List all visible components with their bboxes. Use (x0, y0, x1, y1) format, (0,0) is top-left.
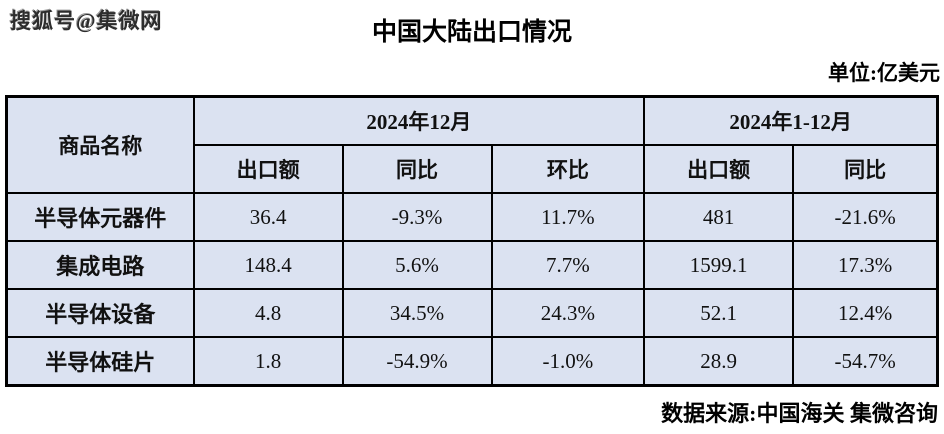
header-group-row: 商品名称 2024年12月 2024年1-12月 (5, 95, 939, 194)
cell-dec-yoy: 5.6% (341, 240, 493, 290)
table-row: 半导体设备 4.8 34.5% 24.3% 52.1 12.4% (5, 288, 939, 338)
row-name: 集成电路 (5, 240, 195, 290)
table-row: 半导体元器件 36.4 -9.3% 11.7% 481 -21.6% (5, 192, 939, 242)
cell-dec-mom: 11.7% (490, 192, 646, 242)
table-row: 半导体硅片 1.8 -54.9% -1.0% 28.9 -54.7% (5, 336, 939, 387)
row-name: 半导体设备 (5, 288, 195, 338)
table-row: 集成电路 148.4 5.6% 7.7% 1599.1 17.3% (5, 240, 939, 290)
cell-dec-yoy: -9.3% (341, 192, 493, 242)
cell-ytd-yoy: -54.7% (792, 336, 939, 387)
sub-header-ytd-yoy: 同比 (792, 144, 939, 194)
sub-header-dec-yoy: 同比 (341, 144, 493, 194)
cell-dec-export: 148.4 (192, 240, 344, 290)
sohu-watermark: 搜狐号@集微网 (10, 9, 163, 33)
row-name: 半导体元器件 (5, 192, 195, 242)
group-header-ytd-2024: 2024年1-12月 (643, 95, 939, 146)
cell-dec-mom: -1.0% (490, 336, 646, 387)
cell-ytd-yoy: 17.3% (792, 240, 939, 290)
cell-ytd-yoy: -21.6% (792, 192, 939, 242)
cell-dec-yoy: 34.5% (341, 288, 493, 338)
cell-dec-mom: 24.3% (490, 288, 646, 338)
cell-ytd-export: 52.1 (643, 288, 795, 338)
sub-header-dec-mom: 环比 (490, 144, 646, 194)
cell-ytd-yoy: 12.4% (792, 288, 939, 338)
data-source-note: 数据来源:中国海关 集微咨询 (661, 401, 938, 426)
sub-header-ytd-export: 出口额 (643, 144, 795, 194)
cell-dec-yoy: -54.9% (341, 336, 493, 387)
cell-dec-export: 4.8 (192, 288, 344, 338)
cell-dec-export: 36.4 (192, 192, 344, 242)
sub-header-dec-export: 出口额 (192, 144, 344, 194)
export-data-table: 商品名称 2024年12月 2024年1-12月 出口额 同比 环比 出口额 同… (5, 95, 939, 387)
cell-dec-mom: 7.7% (490, 240, 646, 290)
unit-label: 单位:亿美元 (828, 61, 940, 85)
header-sub-row: 出口额 同比 环比 出口额 同比 (7, 144, 939, 194)
cell-ytd-export: 1599.1 (643, 240, 795, 290)
group-header-dec-2024: 2024年12月 (192, 95, 646, 146)
cell-ytd-export: 481 (643, 192, 795, 242)
cell-ytd-export: 28.9 (643, 336, 795, 387)
row-name: 半导体硅片 (5, 336, 195, 387)
cell-dec-export: 1.8 (192, 336, 344, 387)
page-title: 中国大陆出口情况 (371, 19, 572, 46)
corner-header-product-name: 商品名称 (5, 95, 195, 194)
